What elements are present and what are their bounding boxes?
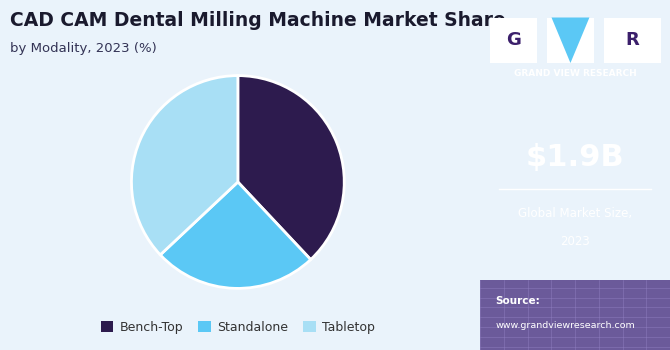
Legend: Bench-Top, Standalone, Tabletop: Bench-Top, Standalone, Tabletop bbox=[96, 316, 380, 339]
Text: Global Market Size,: Global Market Size, bbox=[518, 207, 632, 220]
Text: CAD CAM Dental Milling Machine Market Share: CAD CAM Dental Milling Machine Market Sh… bbox=[9, 10, 505, 29]
Text: 2023: 2023 bbox=[560, 235, 590, 248]
Text: $1.9B: $1.9B bbox=[526, 143, 624, 172]
Wedge shape bbox=[131, 76, 238, 255]
Text: www.grandviewresearch.com: www.grandviewresearch.com bbox=[496, 321, 635, 330]
FancyBboxPatch shape bbox=[480, 280, 670, 350]
Wedge shape bbox=[160, 182, 311, 288]
Text: Source:: Source: bbox=[496, 296, 540, 306]
FancyBboxPatch shape bbox=[490, 18, 537, 63]
Text: GRAND VIEW RESEARCH: GRAND VIEW RESEARCH bbox=[514, 69, 636, 78]
Wedge shape bbox=[238, 76, 344, 260]
Text: R: R bbox=[625, 31, 639, 49]
Polygon shape bbox=[551, 18, 590, 63]
Text: G: G bbox=[506, 31, 521, 49]
FancyBboxPatch shape bbox=[547, 18, 594, 63]
FancyBboxPatch shape bbox=[604, 18, 661, 63]
Text: by Modality, 2023 (%): by Modality, 2023 (%) bbox=[9, 42, 156, 55]
